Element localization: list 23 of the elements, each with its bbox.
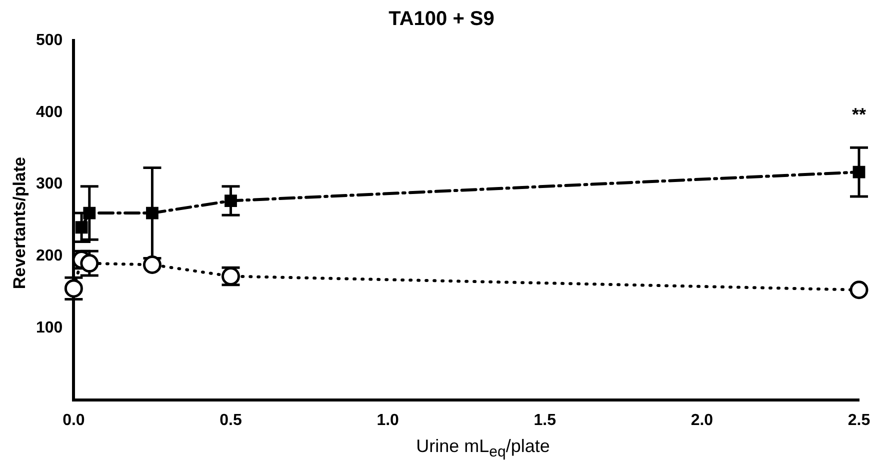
point [83,206,96,220]
y-axis-title: Revertants/plate [10,156,30,290]
x-axis-title: Urine mL$_{eq}$/plate [415,436,551,461]
chart-title: TA100 + S9 [388,8,496,31]
y-tick-label: 400 [36,104,63,121]
point [850,280,868,300]
annotation: ** [852,104,866,125]
x-tick-label: 0.0 [62,412,85,429]
x-tick-label: 1.0 [376,412,400,429]
y-tick-label: 500 [36,32,63,50]
x-tick-label: 1.5 [534,412,556,429]
y-tick-label: 200 [36,248,63,265]
point [80,254,99,273]
point [224,194,237,208]
x-tick-label: 2.5 [848,412,870,429]
point [146,206,158,220]
x-tick-label: 0.5 [220,412,242,429]
point [142,255,162,274]
x-tick-label: 2.0 [690,412,714,429]
point [75,221,88,234]
y-tick-label: 100 [36,319,63,336]
point [852,166,866,178]
y-tick-label: 300 [36,176,63,193]
